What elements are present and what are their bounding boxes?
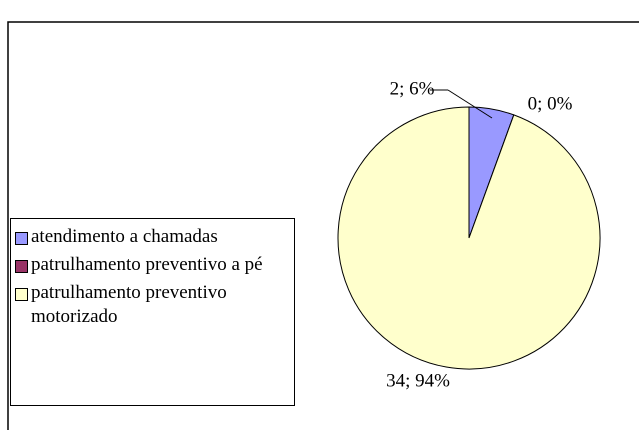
data-label: 34; 94% — [386, 370, 450, 391]
legend-entry: atendimento a chamadas — [15, 225, 290, 249]
legend-label: patrulhamento preventivo a pé — [31, 254, 263, 275]
pie — [337, 106, 601, 370]
legend-entry: patrulhamento preventivo motorizado — [15, 281, 290, 329]
pie-slice — [337, 106, 601, 370]
legend-swatch — [15, 232, 28, 245]
legend-label: patrulhamento preventivo motorizado — [31, 282, 227, 327]
legend-swatch — [15, 260, 28, 273]
legend: atendimento a chamadas patrulhamento prev… — [10, 218, 295, 406]
legend-entry: patrulhamento preventivo a pé — [15, 253, 290, 277]
leader-line — [447, 89, 493, 119]
legend-label: atendimento a chamadas — [31, 226, 218, 247]
legend-swatch — [15, 288, 28, 301]
data-label: 0; 0% — [528, 93, 573, 114]
data-label: 2; 6% — [390, 78, 435, 99]
